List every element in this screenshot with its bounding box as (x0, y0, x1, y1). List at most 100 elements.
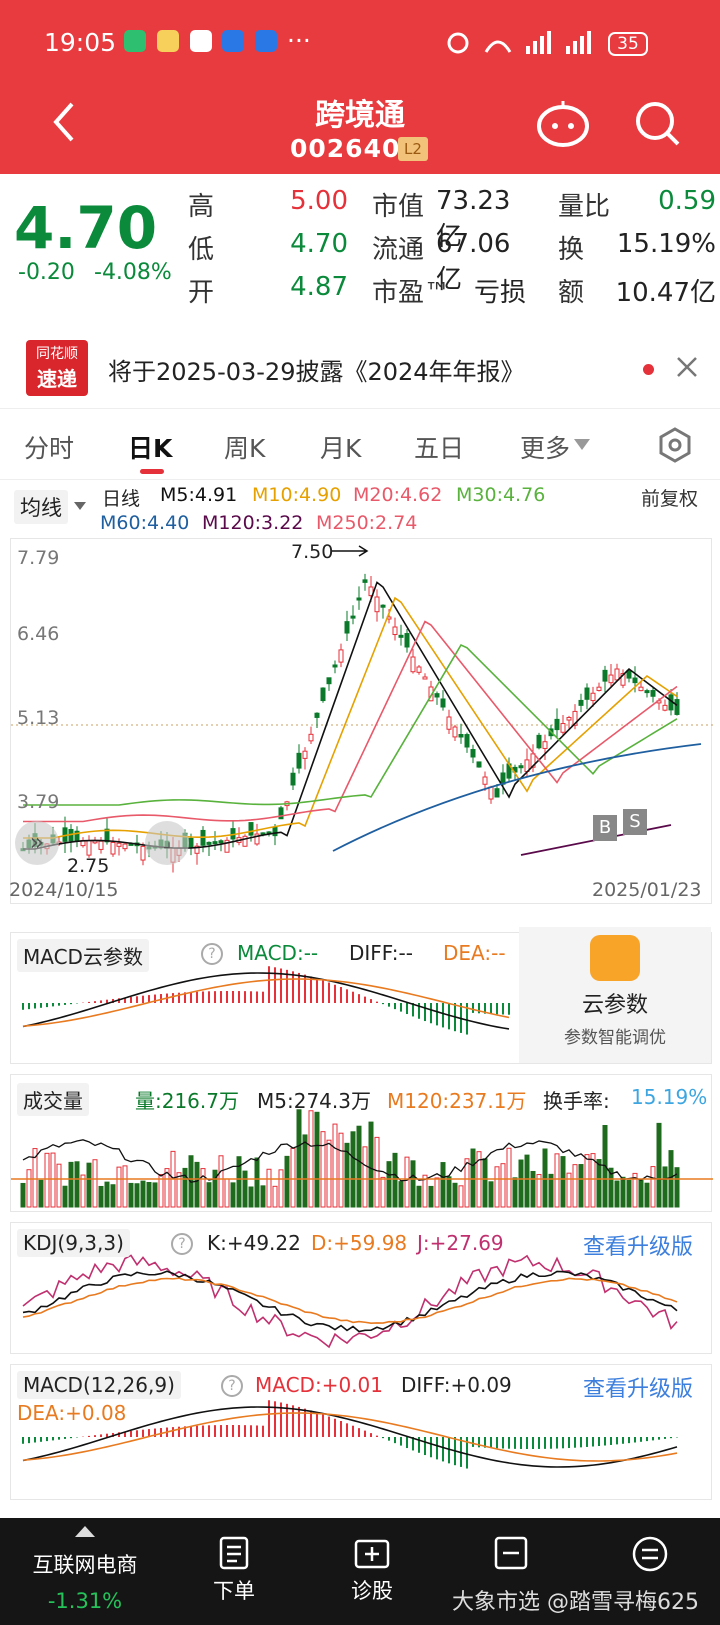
candle-body (302, 750, 308, 759)
sector-name: 互联网电商 (32, 1553, 138, 1577)
macd-cloud-dea: DEA:-- (443, 941, 506, 965)
search-icon[interactable] (634, 100, 682, 150)
ma250-value: M250:2.74 (316, 512, 418, 534)
help-icon[interactable]: ? (201, 943, 223, 965)
announcement-bar[interactable]: 同花顺 速递 将于2025-03-29披露《2024年年报》 (0, 336, 720, 402)
tab-five-day[interactable]: 五日 (414, 434, 465, 463)
volume-bar (110, 1184, 116, 1208)
volume-bar (218, 1155, 224, 1208)
high-arrow (331, 545, 369, 557)
candle-body (98, 840, 104, 850)
macd-selector[interactable]: MACD(12,26,9) (17, 1371, 181, 1399)
close-icon[interactable] (676, 356, 698, 378)
app-header: 19:05 ··· 35 跨境通 002640 L2 (0, 0, 720, 174)
adjust-mode[interactable]: 前复权 (641, 488, 699, 510)
order-icon (219, 1536, 249, 1570)
tab-active-indicator (140, 469, 164, 474)
volume-bar (284, 1155, 290, 1208)
low-label: 低 (188, 235, 215, 265)
fullscreen-icon[interactable]: ⌟ (145, 821, 189, 865)
volume-bar (344, 1142, 350, 1208)
diagnose-button[interactable]: 诊股 (312, 1518, 432, 1625)
macd-upgrade-link[interactable]: 查看升级版 (583, 1377, 694, 1402)
order-button[interactable]: 下单 (174, 1518, 294, 1625)
open-label: 开 (188, 278, 215, 308)
volume-bar (542, 1148, 548, 1208)
kline-chart[interactable]: 7.79 6.46 5.13 3.79 7.50 2.75 2024/10/15… (9, 538, 713, 904)
cloud-params-promo[interactable]: 云参数 参数智能调优 (519, 927, 711, 1063)
volume-bar (266, 1168, 272, 1208)
candle-body (620, 673, 626, 686)
candle-body (662, 704, 668, 711)
volume-bar (116, 1166, 122, 1208)
help-icon[interactable]: ? (221, 1375, 243, 1397)
volume-bar (674, 1167, 680, 1208)
volume-bar (368, 1121, 374, 1208)
volume-bar (446, 1176, 452, 1208)
volume-bar (236, 1156, 242, 1208)
candle-body (584, 687, 590, 700)
app-notification-icon (222, 30, 244, 52)
volume-bar (128, 1182, 134, 1208)
low-value: 4.70 (290, 229, 348, 259)
dropdown-caret-icon (74, 502, 86, 510)
volume-bar (398, 1181, 404, 1208)
volume-bar (80, 1174, 86, 1208)
app-notification-icon (157, 30, 179, 52)
tab-intraday[interactable]: 分时 (24, 434, 75, 463)
volume-bar (158, 1174, 164, 1208)
volume-bar (104, 1181, 110, 1208)
kdj-upgrade-link[interactable]: 查看升级版 (583, 1235, 694, 1260)
volume-bar (644, 1182, 650, 1208)
robot-assistant-icon[interactable] (536, 100, 590, 148)
ma-selector[interactable]: 均线 (14, 490, 68, 524)
volume-bar (656, 1122, 662, 1208)
volume-bar (404, 1156, 410, 1208)
expand-left-icon[interactable]: » (15, 821, 59, 865)
sector-button[interactable]: 互联网电商 -1.31% (20, 1518, 150, 1625)
volume-bar (530, 1170, 536, 1208)
y-tick: 3.79 (17, 791, 60, 813)
turnover-rate-value: 15.19% (631, 1085, 708, 1109)
kdj-j: J:+27.69 (417, 1231, 504, 1255)
back-icon[interactable] (52, 100, 76, 144)
ma10-value: M10:4.90 (252, 484, 342, 506)
settings-hexagon-icon[interactable] (657, 427, 693, 463)
candle-body (536, 734, 542, 749)
volume-bar (38, 1179, 44, 1208)
candle-body (632, 677, 638, 684)
candle-body (566, 716, 572, 721)
volume-bar (122, 1165, 128, 1208)
diff-line (22, 1406, 678, 1468)
ma5-line (23, 581, 678, 850)
tab-weekly-k[interactable]: 周K (224, 434, 266, 463)
high-value: 5.00 (290, 186, 348, 216)
volume-bar (410, 1160, 416, 1208)
volume-bar (626, 1179, 632, 1208)
menu-circle-icon[interactable] (632, 1536, 668, 1572)
tab-daily-k[interactable]: 日K (128, 434, 173, 463)
help-icon[interactable]: ? (171, 1233, 193, 1255)
candle-body (476, 761, 482, 768)
y-tick: 7.79 (17, 547, 60, 569)
macd-cloud-selector[interactable]: MACD云参数 (17, 939, 149, 972)
kdj-selector[interactable]: KDJ(9,3,3) (17, 1229, 130, 1257)
date-start: 2024/10/15 (9, 879, 119, 901)
buy-signal[interactable]: B (593, 815, 617, 841)
tab-more[interactable]: 更多 (520, 434, 571, 463)
candle-body (530, 753, 536, 768)
level2-badge[interactable]: L2 (398, 137, 428, 161)
minus-square-icon[interactable] (494, 1536, 528, 1570)
volume-bar (638, 1179, 644, 1208)
sell-signal[interactable]: S (623, 809, 647, 835)
kdj-k: K:+49.22 (207, 1231, 301, 1255)
chart-period: 日线 (102, 488, 141, 510)
macd-panel: MACD(12,26,9) ? MACD:+0.01 DIFF:+0.09 查看… (10, 1364, 712, 1500)
volume-selector[interactable]: 成交量 (17, 1083, 89, 1116)
tab-monthly-k[interactable]: 月K (320, 434, 362, 463)
volume-bar (74, 1161, 80, 1208)
volume-bar (20, 1182, 26, 1208)
volume-bar (350, 1131, 356, 1208)
announcement-text[interactable]: 将于2025-03-29披露《2024年年报》 (108, 358, 525, 386)
volume-bar (338, 1132, 344, 1208)
